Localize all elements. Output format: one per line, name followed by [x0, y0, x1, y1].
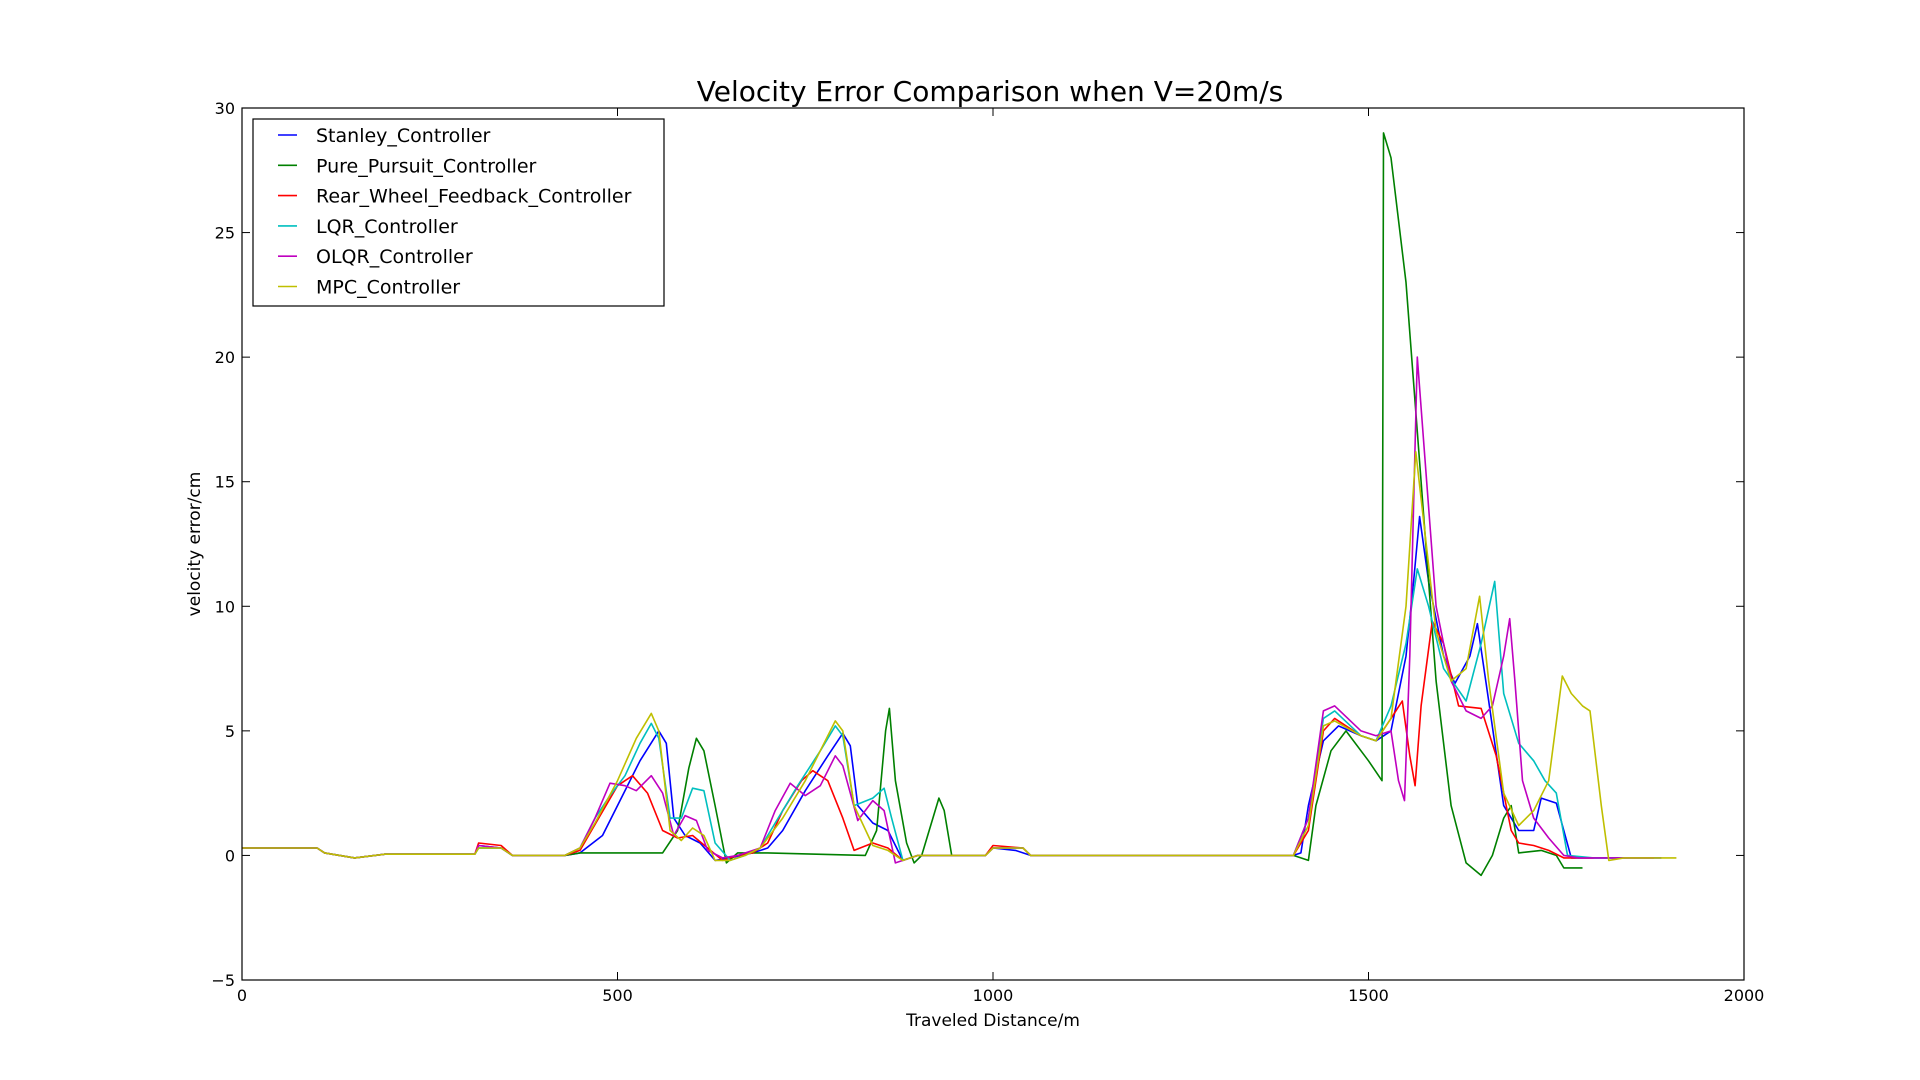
x-tick-label: 1500	[1348, 986, 1389, 1005]
series-line-5	[242, 451, 1677, 862]
y-tick-label: 20	[215, 348, 235, 367]
legend-label-1: Pure_Pursuit_Controller	[316, 155, 537, 177]
series-line-4	[242, 356, 1654, 864]
series-layer	[242, 132, 1677, 877]
y-tick-label: 30	[215, 99, 235, 118]
legend-label-3: LQR_Controller	[316, 216, 458, 238]
legend-label-4: OLQR_Controller	[316, 246, 473, 268]
y-tick-label: 25	[215, 224, 235, 243]
legend-label-2: Rear_Wheel_Feedback_Controller	[316, 186, 632, 208]
x-axis: 0 500 1000 1500 2000	[237, 108, 1764, 1005]
legend-label-5: MPC_Controller	[316, 277, 460, 299]
x-tick-label: 2000	[1724, 986, 1765, 1005]
legend: Stanley_Controller Pure_Pursuit_Controlle…	[252, 118, 665, 307]
y-axis: −5 0 5 10 15 20 25 30	[211, 99, 1744, 990]
legend-box	[252, 118, 665, 307]
y-axis-label: velocity error/cm	[185, 472, 205, 617]
x-tick-label: 1000	[973, 986, 1014, 1005]
chart-title: Velocity Error Comparison when V=20m/s	[697, 75, 1284, 108]
series-line-1	[242, 132, 1583, 877]
y-tick-label: 5	[225, 722, 235, 741]
legend-label-0: Stanley_Controller	[316, 125, 491, 147]
y-tick-label: −5	[211, 971, 235, 990]
x-tick-label: 500	[602, 986, 633, 1005]
y-tick-label: 15	[215, 473, 235, 492]
y-tick-label: 10	[215, 597, 235, 616]
x-tick-label: 0	[237, 986, 247, 1005]
x-axis-label: Traveled Distance/m	[905, 1011, 1080, 1031]
y-tick-label: 0	[225, 846, 235, 865]
